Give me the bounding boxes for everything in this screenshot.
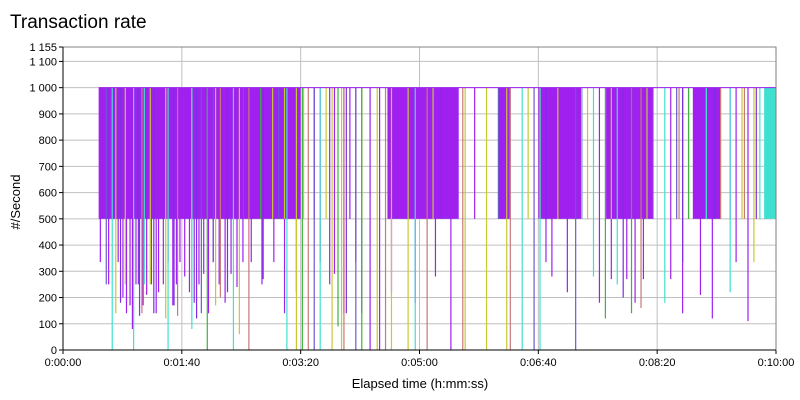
x-tick-label: 0:03:20	[282, 357, 319, 369]
y-tick-label: 1 100	[29, 56, 57, 68]
y-tick-label: 700	[39, 161, 57, 173]
x-tick-label: 0:05:00	[401, 357, 438, 369]
x-tick-label: 0:10:00	[758, 357, 795, 369]
x-tick-label: 0:01:40	[163, 357, 200, 369]
rate-band	[606, 87, 653, 219]
x-tick-label: 0:06:40	[520, 357, 557, 369]
y-tick-label: 0	[51, 345, 57, 357]
series-5	[206, 87, 690, 350]
x-tick-label: 0:08:20	[639, 357, 676, 369]
chart-title: Transaction rate	[10, 12, 147, 33]
series-3	[111, 87, 776, 350]
y-tick-label: 900	[39, 109, 57, 121]
y-tick-label: 1 000	[29, 83, 57, 95]
y-tick-label: 1 155	[29, 42, 57, 54]
y-axis-title: #/Second	[8, 175, 23, 230]
rate-band	[387, 87, 459, 219]
axes	[59, 46, 777, 354]
rate-band	[497, 87, 510, 219]
y-tick-label: 500	[39, 214, 57, 226]
rate-band	[764, 87, 776, 219]
x-axis-title: Elapsed time (h:mm:ss)	[352, 376, 489, 391]
y-tick-label: 400	[39, 240, 57, 252]
y-tick-label: 300	[39, 266, 57, 278]
data-layer	[98, 87, 776, 350]
series-6	[105, 87, 678, 350]
y-tick-label: 100	[39, 319, 57, 331]
y-tick-label: 600	[39, 188, 57, 200]
tick-labels: 0 100 200 300 400 500 600 700 800 900 1 000 1 100 1 …	[29, 42, 794, 369]
x-tick-label: 0:00:00	[45, 357, 82, 369]
series-4	[141, 87, 746, 350]
y-tick-label: 200	[39, 293, 57, 305]
y-tick-label: 800	[39, 135, 57, 147]
series-1	[119, 87, 757, 319]
